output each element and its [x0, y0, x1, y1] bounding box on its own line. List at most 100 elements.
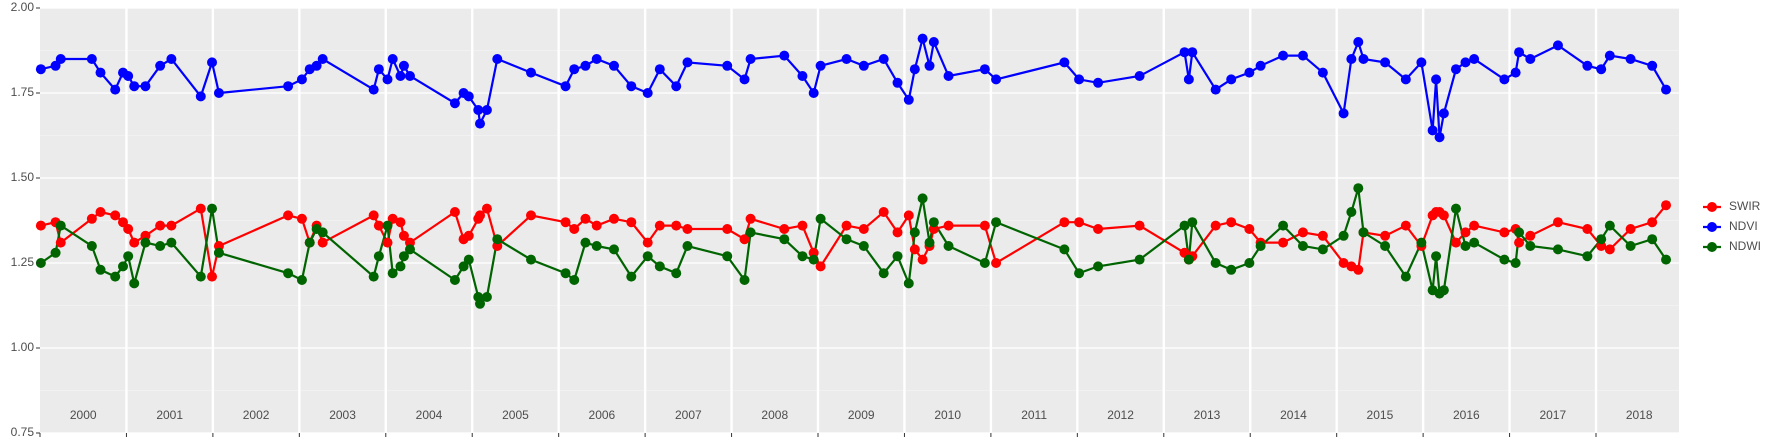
point	[207, 57, 218, 68]
point	[1226, 264, 1237, 275]
point	[903, 210, 914, 221]
point	[117, 261, 128, 272]
point	[368, 271, 379, 282]
point	[35, 64, 46, 75]
point	[671, 268, 682, 279]
point	[404, 244, 415, 255]
point	[1431, 74, 1442, 85]
point	[1346, 54, 1357, 64]
point	[626, 217, 637, 228]
point	[1244, 224, 1255, 234]
point	[608, 213, 619, 224]
point	[526, 67, 537, 78]
point	[492, 234, 503, 245]
point	[1255, 241, 1266, 251]
point	[1353, 183, 1364, 194]
point	[682, 224, 693, 234]
point	[1358, 227, 1369, 238]
point	[1317, 67, 1328, 78]
point	[779, 224, 790, 234]
point	[1297, 227, 1308, 238]
point	[580, 60, 591, 71]
point	[283, 268, 294, 279]
point	[1187, 217, 1198, 228]
point	[1255, 60, 1266, 71]
point	[213, 247, 224, 258]
point	[1469, 54, 1480, 64]
point	[917, 193, 928, 204]
point	[368, 84, 379, 95]
point	[283, 81, 294, 92]
point	[745, 54, 756, 64]
point	[858, 241, 869, 251]
point	[1338, 258, 1349, 268]
point	[1244, 258, 1255, 268]
point	[928, 37, 939, 47]
point	[123, 71, 134, 81]
point	[1074, 268, 1085, 279]
point	[1661, 254, 1672, 265]
point	[1059, 244, 1070, 255]
point	[1416, 237, 1427, 248]
point	[1438, 210, 1449, 221]
point	[903, 94, 914, 105]
point	[808, 88, 819, 98]
point	[1499, 254, 1510, 265]
point	[1625, 224, 1636, 234]
x-tick-label: 2016	[1453, 408, 1480, 422]
point	[642, 237, 653, 248]
point	[449, 98, 460, 109]
point	[368, 210, 379, 221]
point	[207, 203, 218, 214]
point	[1438, 285, 1449, 296]
point	[155, 60, 166, 71]
point	[642, 88, 653, 98]
point	[296, 74, 307, 85]
point	[909, 244, 920, 255]
point	[110, 84, 121, 95]
point	[591, 54, 602, 64]
point	[398, 230, 409, 241]
point	[1187, 47, 1198, 58]
point	[654, 64, 665, 75]
point	[304, 237, 315, 248]
x-tick-label: 2013	[1194, 408, 1221, 422]
point	[458, 261, 469, 272]
point	[55, 220, 66, 231]
point	[654, 261, 665, 272]
x-tick-label: 2017	[1539, 408, 1566, 422]
point	[526, 210, 537, 221]
point	[195, 271, 206, 282]
point	[722, 224, 733, 234]
point	[1210, 220, 1221, 231]
point	[166, 54, 177, 64]
point	[1450, 237, 1461, 248]
point	[1552, 244, 1563, 255]
axes: 0.75 1.00 1.25 1.50 1.75 2.00 2000 2001 2002 2003…	[11, 0, 1653, 439]
point	[166, 237, 177, 248]
point	[943, 71, 954, 81]
point	[449, 207, 460, 217]
x-tick-label: 2000	[70, 408, 97, 422]
point	[463, 254, 474, 265]
point	[739, 234, 750, 245]
point	[449, 275, 460, 285]
point	[55, 54, 66, 64]
point	[283, 210, 294, 221]
point	[373, 251, 384, 262]
point	[473, 105, 484, 115]
point	[1647, 234, 1658, 245]
point	[140, 237, 151, 248]
point	[1431, 251, 1442, 262]
point	[110, 210, 121, 221]
point	[858, 224, 869, 234]
point	[195, 91, 206, 102]
point	[892, 227, 903, 238]
point	[1450, 64, 1461, 75]
point	[1525, 241, 1536, 251]
point	[878, 207, 889, 217]
point	[560, 217, 571, 228]
point	[608, 60, 619, 71]
point	[373, 64, 384, 75]
point	[207, 271, 218, 282]
